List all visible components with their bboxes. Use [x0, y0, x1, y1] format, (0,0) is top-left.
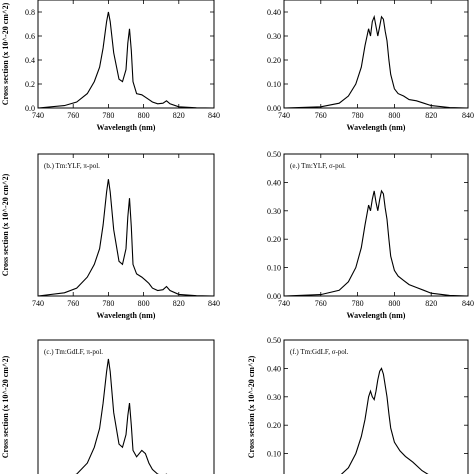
y-tick-label: 0.2	[25, 80, 35, 89]
y-tick-label: 0.30	[267, 393, 281, 402]
plot-frame	[37, 339, 215, 474]
y-tick-label: 0.50	[267, 336, 281, 345]
x-tick-label: 840	[462, 299, 474, 308]
spectrum-line	[340, 367, 429, 474]
x-axis-title: Wavelength (nm)	[347, 311, 406, 320]
x-tick-label: 800	[138, 299, 150, 308]
y-axis-title: Cross section (x 10^-20 cm^2)	[1, 2, 10, 105]
x-tick-label: 760	[315, 111, 327, 120]
plot-frame	[283, 153, 469, 297]
x-tick-label: 760	[67, 299, 79, 308]
x-tick-label: 840	[208, 111, 220, 120]
y-tick-label: 0.30	[267, 32, 281, 41]
panel-label: (b.) Tm:YLF, π-pol.	[44, 162, 100, 170]
y-tick-label: 0.20	[267, 421, 281, 430]
y-tick-label: 0.10	[267, 450, 281, 459]
plot-frame	[37, 153, 215, 297]
x-tick-label: 740	[278, 111, 290, 120]
x-tick-label: 820	[425, 299, 437, 308]
chart-panel-a: 740 760 780 800 820 840 0.0 0.2 0.4 0.6 0.8 Wavelen…	[1, 0, 220, 132]
x-tick-label: 840	[208, 299, 220, 308]
chart-panel-f: 0.10 0.20 0.30 0.40 0.50 Cross section (x 10^…	[247, 336, 469, 474]
x-axis-title: Wavelength (nm)	[97, 311, 156, 320]
chart-panel-d: 740 760 780 800 820 840 0.00 0.10 0.20 0.30 0.40 Wa…	[267, 0, 474, 132]
spectrum-line	[75, 358, 168, 474]
chart-panel-b: 740 760 780 800 820 840 Wavelength (nm) Cross s…	[1, 153, 220, 320]
y-tick-label: 0.20	[267, 235, 281, 244]
y-tick-label: 0.6	[25, 32, 35, 41]
x-axis-title: Wavelength (nm)	[347, 123, 406, 132]
spectrum-line	[37, 11, 215, 109]
y-axis-title: Cross section (x 10^-20 cm^2)	[1, 355, 10, 458]
y-tick-label: 0.00	[267, 104, 281, 113]
x-tick-label: 820	[425, 111, 437, 120]
y-tick-label: 0.00	[267, 292, 281, 301]
y-tick-label: 0.40	[267, 364, 281, 373]
panel-label: (e.) Tm:YLF, σ-pol.	[290, 162, 346, 170]
x-tick-label: 800	[388, 111, 400, 120]
plot-frame	[283, 0, 469, 109]
y-tick-label: 0.10	[267, 264, 281, 273]
y-axis-title: Cross section (x 10^-20 cm^2)	[247, 355, 256, 458]
y-tick-label: 0.30	[267, 207, 281, 216]
y-tick-label: 0.20	[267, 56, 281, 65]
spectrum-line	[37, 179, 215, 297]
x-tick-label: 780	[102, 299, 114, 308]
spectrum-line	[283, 189, 469, 297]
y-tick-label: 0.40	[267, 8, 281, 17]
x-tick-label: 840	[462, 111, 474, 120]
panel-label: (f.) Tm:GdLF, σ-pol.	[290, 348, 349, 356]
x-tick-label: 740	[32, 299, 44, 308]
x-tick-label: 740	[32, 111, 44, 120]
x-tick-label: 800	[138, 111, 150, 120]
y-tick-label: 0.10	[267, 80, 281, 89]
y-axis-title: Cross section (x 10^-20 cm^2)	[1, 173, 10, 276]
y-tick-label: 0.0	[25, 104, 35, 113]
x-tick-label: 780	[352, 299, 364, 308]
x-tick-label: 820	[173, 299, 185, 308]
x-tick-label: 800	[388, 299, 400, 308]
x-tick-label: 760	[67, 111, 79, 120]
panel-label: (c.) Tm:GdLF, π-pol.	[44, 348, 103, 356]
spectrum-line	[283, 14, 469, 109]
x-axis-title: Wavelength (nm)	[97, 123, 156, 132]
x-tick-label: 820	[173, 111, 185, 120]
x-tick-label: 760	[315, 299, 327, 308]
chart-panel-c: Cross section (x 10^-20 cm^2) (c.) Tm:GdL…	[1, 339, 215, 474]
x-tick-label: 740	[278, 299, 290, 308]
y-tick-label: 0.40	[267, 178, 281, 187]
x-tick-label: 780	[102, 111, 114, 120]
plot-frame	[283, 339, 469, 474]
y-tick-label: 0.4	[25, 56, 35, 65]
chart-panel-e: 740 760 780 800 820 840 0.00 0.10 0.20 0.30 0.40 0.…	[267, 150, 474, 320]
y-tick-label: 0.8	[25, 8, 35, 17]
y-tick-label: 0.50	[267, 150, 281, 159]
x-tick-label: 780	[352, 111, 364, 120]
plot-frame	[37, 0, 215, 109]
